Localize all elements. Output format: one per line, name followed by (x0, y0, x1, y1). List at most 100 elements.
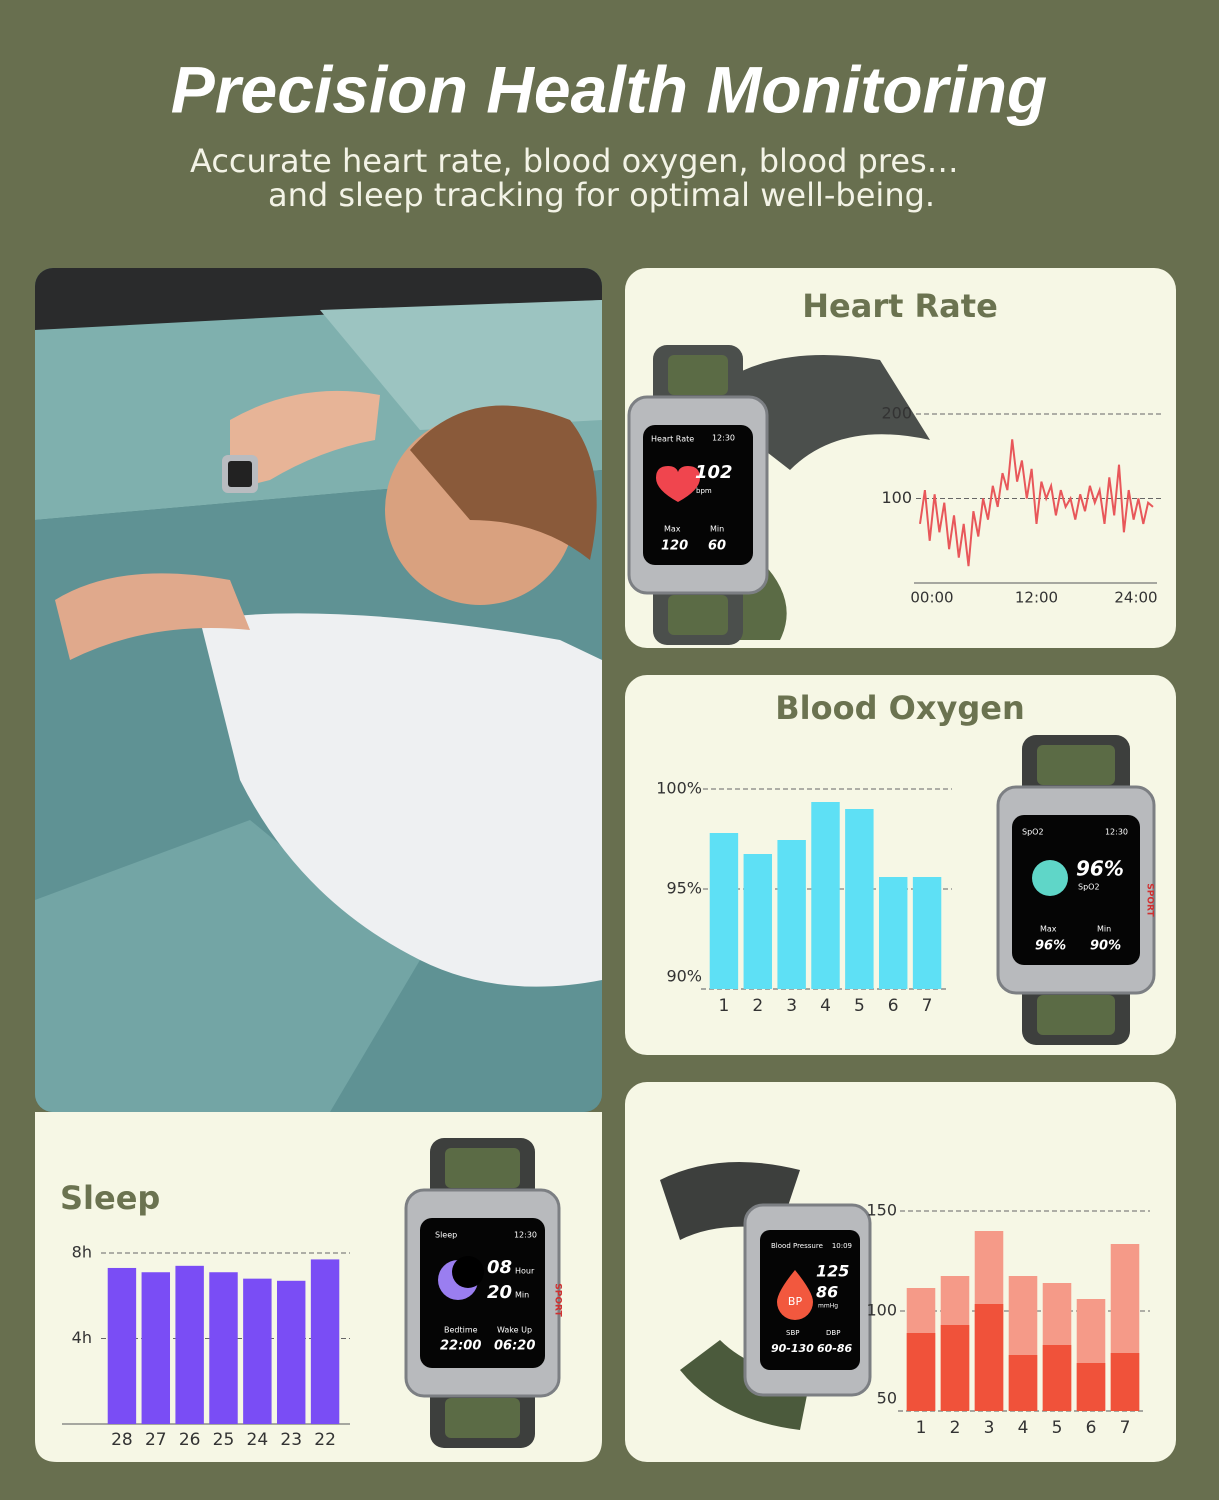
watch-value: 06:20 (494, 1339, 535, 1354)
bar (107, 1267, 137, 1424)
watch-value: 90% (1090, 939, 1121, 954)
bar (709, 833, 739, 989)
bar (845, 809, 874, 989)
y-tick-label: 95% (666, 879, 702, 898)
bar (743, 854, 773, 989)
x-tick-label: 5 (1052, 1418, 1063, 1438)
watch-text: DBP (826, 1329, 840, 1337)
subtitle: Accurate heart rate, blood oxygen, blood… (190, 142, 959, 180)
watch-text: 12:30 (1105, 828, 1128, 837)
watch-band-stripe (668, 355, 728, 395)
x-tick-label: 22 (314, 1430, 336, 1450)
x-tick-label: 5 (854, 996, 865, 1016)
watch-band-stripe (668, 595, 728, 635)
watch-value: 90-130 (771, 1342, 814, 1355)
watch-text: Wake Up (497, 1326, 532, 1335)
bar (1076, 1363, 1106, 1411)
watch-band-stripe (1037, 995, 1115, 1035)
x-tick-label: 26 (179, 1430, 201, 1450)
x-tick-label: 7 (922, 996, 933, 1016)
bar (141, 1272, 171, 1424)
bar (1008, 1355, 1038, 1411)
watch-text: 12:30 (514, 1231, 537, 1240)
watch-text: Min (515, 1291, 529, 1300)
x-tick-label: 12:00 (1015, 589, 1058, 607)
card-title: Sleep (60, 1179, 160, 1217)
x-tick-label: 28 (111, 1430, 133, 1450)
watch-text: SBP (786, 1329, 799, 1337)
watch-text: SpO2 (1022, 828, 1044, 837)
oxygen-icon (1032, 860, 1068, 896)
x-tick-label: 4 (820, 996, 831, 1016)
x-tick-label: 3 (786, 996, 797, 1016)
bar (906, 1333, 936, 1411)
photo (35, 268, 602, 1112)
subtitle: and sleep tracking for optimal well-bein… (268, 176, 935, 214)
y-tick-label: 200 (881, 404, 912, 423)
card-title: Blood Oxygen (775, 689, 1024, 727)
watch-text: Bedtime (444, 1326, 478, 1335)
watch-text: mmHg (818, 1303, 838, 1310)
heart-icon (656, 466, 700, 502)
x-tick-label: 4 (1018, 1418, 1029, 1438)
y-tick-label: 8h (72, 1243, 92, 1262)
watch-text: Sleep (435, 1231, 457, 1240)
watch-text: Min (1097, 925, 1111, 934)
watch-value: 20 (487, 1282, 512, 1303)
bar (974, 1304, 1004, 1411)
y-tick-label: 150 (866, 1201, 897, 1220)
bar (310, 1259, 340, 1424)
watch-value: 120 (661, 539, 688, 554)
moon-icon (452, 1256, 484, 1288)
x-tick-label: 1 (916, 1418, 927, 1438)
watches (404, 345, 1156, 1448)
watch-text: bpm (696, 487, 712, 495)
watch-band (680, 1340, 810, 1430)
watch-text: Hour (515, 1267, 535, 1276)
x-tick-label: 2 (752, 996, 763, 1016)
card-title: Heart Rate (802, 287, 998, 325)
bar (878, 877, 908, 989)
x-tick-label: 25 (213, 1430, 235, 1450)
bar (811, 802, 840, 989)
watch-side: SPORT (553, 1283, 563, 1317)
bar (276, 1280, 306, 1424)
x-tick-label: 1 (719, 996, 730, 1016)
watch-value: 102 (695, 462, 733, 483)
x-tick-label: 3 (984, 1418, 995, 1438)
bar (243, 1278, 272, 1424)
x-tick-label: 27 (145, 1430, 167, 1450)
bar (1110, 1353, 1140, 1411)
drop-icon (777, 1270, 813, 1320)
watch-band-stripe (445, 1398, 520, 1438)
bar (777, 840, 806, 989)
watch-text: Max (1040, 925, 1057, 934)
watch-side: SPORT (1145, 883, 1155, 917)
watch-texts: Heart Rate 12:30 102 bpm Max Min 120 60 … (435, 434, 1155, 1356)
watch-value: 86 (816, 1283, 838, 1302)
x-tick-label: 24:00 (1114, 589, 1157, 607)
x-tick-label: 7 (1120, 1418, 1131, 1438)
bar (912, 877, 942, 989)
watch-value: 96% (1076, 857, 1124, 881)
watch-value: 60 (708, 539, 726, 554)
y-tick-label: 100 (881, 488, 912, 507)
x-tick-label: 2 (950, 1418, 961, 1438)
watch-value: 60-86 (817, 1342, 853, 1355)
y-tick-label: 90% (666, 967, 702, 986)
watch-value: 22:00 (440, 1339, 481, 1354)
watch-band-stripe (1037, 745, 1115, 785)
watch-text: 10:09 (832, 1242, 852, 1250)
watch-text: Min (710, 525, 724, 534)
y-tick-label: 100 (866, 1301, 897, 1320)
watch-text: SpO2 (1078, 883, 1100, 892)
y-tick-label: 50 (877, 1389, 897, 1408)
line (919, 439, 1154, 567)
watch-text: BP (788, 1295, 803, 1308)
watch-text: Max (664, 525, 681, 534)
bar (209, 1272, 238, 1424)
watch-value: 08 (487, 1257, 512, 1278)
x-tick-label: 6 (888, 996, 899, 1016)
bar (940, 1325, 970, 1411)
